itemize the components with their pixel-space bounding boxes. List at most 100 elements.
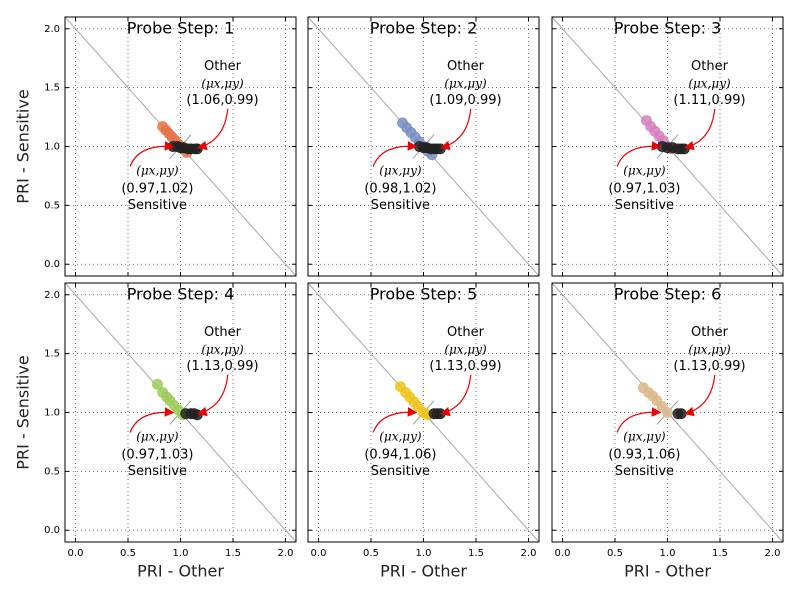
chart-title: Probe Step: 2 [370,19,478,38]
x-tick-label: 1.5 [225,548,241,559]
y-tick-label: 1.5 [44,83,60,94]
x-tick-label: 0.5 [363,548,379,559]
x-tick-label: 0.0 [555,548,571,559]
x-tick-label: 2.0 [765,548,781,559]
y-tick-label: 0.5 [44,466,60,477]
annotation: (0.97,1.03) [121,447,193,462]
annotation: (0.94,1.06) [364,447,436,462]
annotation: Other [447,59,485,74]
x-tick-label: 1.0 [660,548,676,559]
arrow [197,374,229,417]
annotation: (1.06,0.99) [186,93,258,108]
annotation: (μx,μy) [623,430,666,444]
annotation: (1.13,0.99) [673,359,745,374]
arrow [372,407,418,433]
y-tick-label: 0.0 [44,259,60,270]
annotation: (μx,μy) [201,77,244,91]
arrow [684,374,716,417]
annotation: (μx,μy) [379,430,422,444]
chart-title: Probe Step: 4 [127,285,235,304]
annotation: (μx,μy) [688,343,731,357]
y-tick-label: 2.0 [44,24,60,35]
x-tick-label: 0.0 [68,548,84,559]
x-axis-label: PRI - Other [137,562,224,581]
x-tick-label: 1.5 [468,548,484,559]
annotation: (1.13,0.99) [186,359,258,374]
y-axis-label: PRI - Sensitive [14,89,33,203]
plot-frame [64,16,297,277]
point [151,378,163,390]
annotation: (0.93,1.06) [608,447,680,462]
annotation: (0.97,1.03) [608,181,680,196]
annotation: (0.98,1.02) [364,181,436,196]
annotation: Other [691,59,729,74]
annotation: (1.13,0.99) [429,359,501,374]
annotation: Sensitive [128,198,187,213]
point [434,143,446,155]
annotation: Other [204,325,242,340]
arrow [440,108,472,151]
x-tick-label: 0.5 [607,548,623,559]
annotation: (μx,μy) [444,343,487,357]
plot-frame [551,282,784,543]
arrow [616,141,662,167]
x-tick-label: 2.0 [278,548,294,559]
arrow [197,108,229,151]
point [191,409,203,421]
chart-title: Probe Step: 5 [370,285,478,304]
point [434,408,446,420]
arrow [372,141,418,167]
annotation: Other [691,325,729,340]
y-axis-label: PRI - Sensitive [14,355,33,469]
x-axis-label: PRI - Other [624,562,711,581]
annotation: (μx,μy) [201,343,244,357]
chart-title: Probe Step: 6 [614,285,722,304]
arrow [616,407,662,433]
annotation: (μx,μy) [623,164,666,178]
point [678,143,690,155]
annotation: Sensitive [615,464,674,479]
x-tick-label: 1.5 [712,548,728,559]
annotation: (μx,μy) [136,164,179,178]
plot-frame [307,16,540,277]
chart-title: Probe Step: 3 [614,19,722,38]
x-axis-label: PRI - Other [380,562,467,581]
x-tick-label: 0.0 [311,548,327,559]
annotation: (0.97,1.02) [121,181,193,196]
chart-title: Probe Step: 1 [127,19,235,38]
annotation: Sensitive [128,464,187,479]
annotation: Sensitive [615,198,674,213]
arrow [440,374,472,417]
annotation: (μx,μy) [444,77,487,91]
arrow [129,407,175,433]
y-tick-label: 2.0 [44,290,60,301]
y-tick-label: 0.5 [44,200,60,211]
annotation: Sensitive [371,464,430,479]
plot-frame [551,16,784,277]
annotation: (μx,μy) [136,430,179,444]
annotation: Other [447,325,485,340]
y-tick-label: 1.0 [44,408,60,419]
annotation: (1.11,0.99) [673,93,745,108]
point [662,407,673,418]
point [191,143,203,155]
annotation: (μx,μy) [688,77,731,91]
y-tick-label: 1.5 [44,349,60,360]
x-tick-label: 0.5 [120,548,136,559]
annotation: (1.09,0.99) [429,93,501,108]
x-tick-label: 2.0 [521,548,537,559]
x-tick-label: 1.0 [173,548,189,559]
x-tick-label: 1.0 [416,548,432,559]
annotation: Other [204,59,242,74]
plot-frame [307,282,540,543]
y-tick-label: 1.0 [44,142,60,153]
point [675,408,687,420]
plot-frame [64,282,297,543]
y-tick-label: 0.0 [44,525,60,536]
arrow [129,141,175,167]
annotation: Sensitive [371,198,430,213]
annotation: (μx,μy) [379,164,422,178]
arrow [684,108,716,151]
